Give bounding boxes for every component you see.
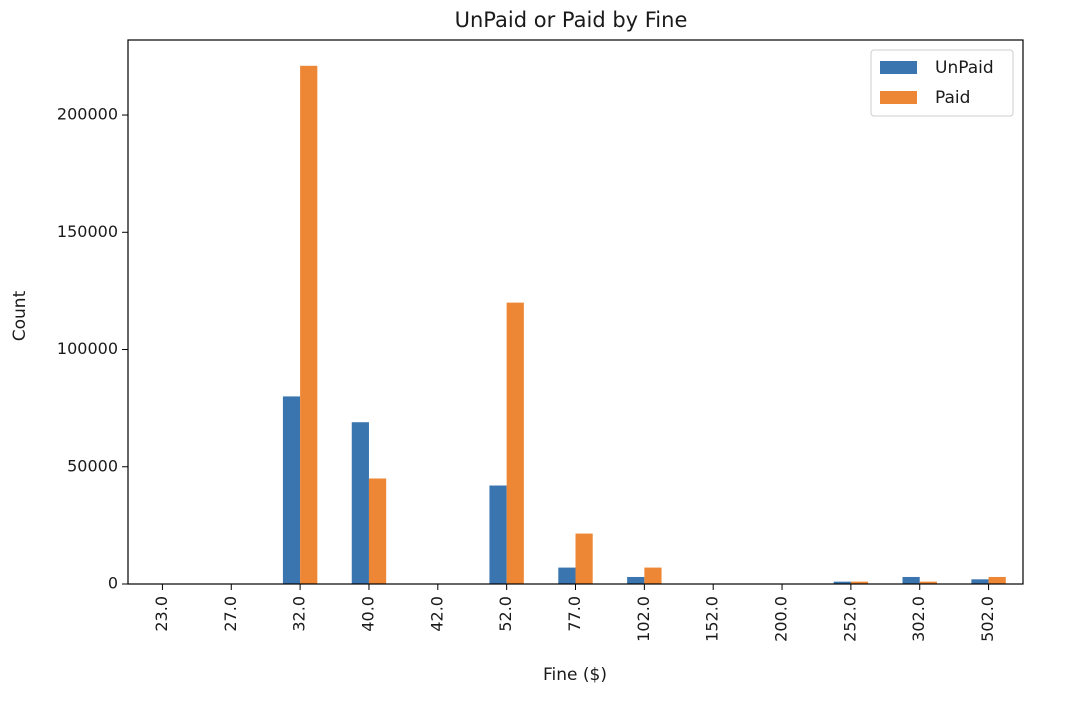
legend-label-paid: Paid (935, 88, 970, 108)
x-tick-label: 152.0 (703, 596, 722, 642)
chart-title: UnPaid or Paid by Fine (455, 8, 688, 32)
y-tick-label: 200000 (57, 105, 118, 124)
legend-swatch-paid (880, 91, 917, 104)
bar-paid-77.0 (575, 533, 593, 584)
legend-swatch-unpaid (880, 61, 917, 74)
bars-group (282, 65, 1006, 585)
x-axis: 23.0 27.0 32.0 40.0 42.0 52.0 77.0 102.0 152.0 20… (152, 584, 997, 642)
x-tick-label: 200.0 (772, 596, 791, 642)
legend-label-unpaid: UnPaid (935, 58, 994, 78)
y-tick-label: 50000 (67, 456, 118, 475)
x-tick-label: 42.0 (427, 596, 446, 632)
bar-unpaid-502.0 (971, 579, 989, 584)
bar-paid-52.0 (506, 302, 524, 584)
bar-paid-302.0 (919, 581, 937, 584)
bar-paid-102.0 (644, 567, 662, 584)
y-tick-label: 0 (108, 574, 118, 593)
x-tick-label: 40.0 (358, 596, 377, 632)
x-tick-label: 502.0 (978, 596, 997, 642)
bar-unpaid-102.0 (627, 576, 645, 584)
bar-paid-40.0 (368, 478, 387, 584)
bar-paid-32.0 (300, 65, 318, 585)
bar-paid-502.0 (988, 576, 1006, 584)
x-tick-label: 27.0 (221, 596, 240, 632)
bar-unpaid-32.0 (282, 396, 301, 584)
y-axis-label: Count (10, 290, 30, 341)
x-tick-label: 302.0 (909, 596, 928, 642)
x-tick-label: 252.0 (840, 596, 859, 642)
x-tick-label: 23.0 (152, 596, 171, 632)
y-tick-label: 150000 (57, 222, 118, 241)
x-tick-label: 52.0 (496, 596, 515, 632)
x-axis-label: Fine ($) (543, 665, 607, 685)
x-tick-label: 102.0 (634, 596, 653, 642)
bar-unpaid-52.0 (489, 485, 507, 584)
bar-unpaid-252.0 (833, 581, 851, 584)
y-tick-label: 100000 (57, 339, 118, 358)
legend: UnPaid Paid (870, 49, 1014, 117)
bar-unpaid-40.0 (351, 422, 369, 584)
bar-unpaid-302.0 (902, 576, 920, 584)
x-tick-label: 32.0 (290, 596, 309, 632)
bar-unpaid-77.0 (558, 567, 576, 584)
plot-frame (127, 39, 1024, 585)
bar-paid-252.0 (850, 581, 869, 584)
x-tick-label: 77.0 (565, 596, 584, 632)
y-axis: 0 50000 100000 150000 200000 (57, 105, 128, 593)
